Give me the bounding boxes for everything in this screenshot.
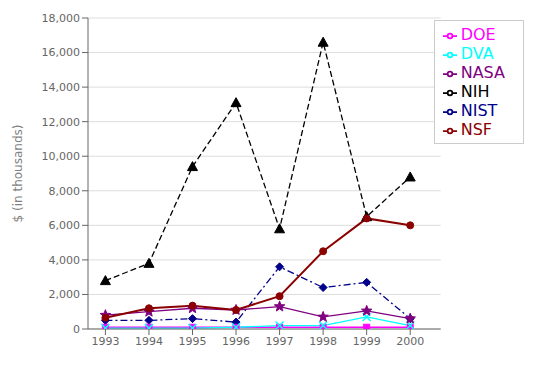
svg-text:14,000: 14,000 <box>42 81 81 94</box>
html-text:NIST: NIST <box>460 101 498 120</box>
html-text:DVA: DVA <box>460 44 494 63</box>
svg-text:0: 0 <box>73 323 80 336</box>
svg-text:1996: 1996 <box>222 335 250 348</box>
svg-text:1993: 1993 <box>91 335 119 348</box>
svg-text:1998: 1998 <box>309 335 337 348</box>
html-text:NASA: NASA <box>460 63 505 82</box>
svg-text:4,000: 4,000 <box>49 254 81 267</box>
html-text:DOE: DOE <box>460 25 496 44</box>
svg-text:10,000: 10,000 <box>42 150 81 163</box>
svg-text:1997: 1997 <box>266 335 294 348</box>
html-text:NIH: NIH <box>460 82 490 101</box>
svg-text:8,000: 8,000 <box>49 185 81 198</box>
svg-text:1999: 1999 <box>353 335 381 348</box>
html-text:NSF: NSF <box>460 120 492 139</box>
svg-text:1994: 1994 <box>135 335 163 348</box>
svg-text:2,000: 2,000 <box>49 288 81 301</box>
svg-text:6,000: 6,000 <box>49 219 81 232</box>
svg-text:1995: 1995 <box>179 335 207 348</box>
svg-text:$ (in thousands): $ (in thousands) <box>11 125 25 223</box>
svg-text:2000: 2000 <box>396 335 424 348</box>
svg-text:18,000: 18,000 <box>42 12 81 25</box>
svg-text:16,000: 16,000 <box>42 46 81 59</box>
svg-text:12,000: 12,000 <box>42 116 81 129</box>
